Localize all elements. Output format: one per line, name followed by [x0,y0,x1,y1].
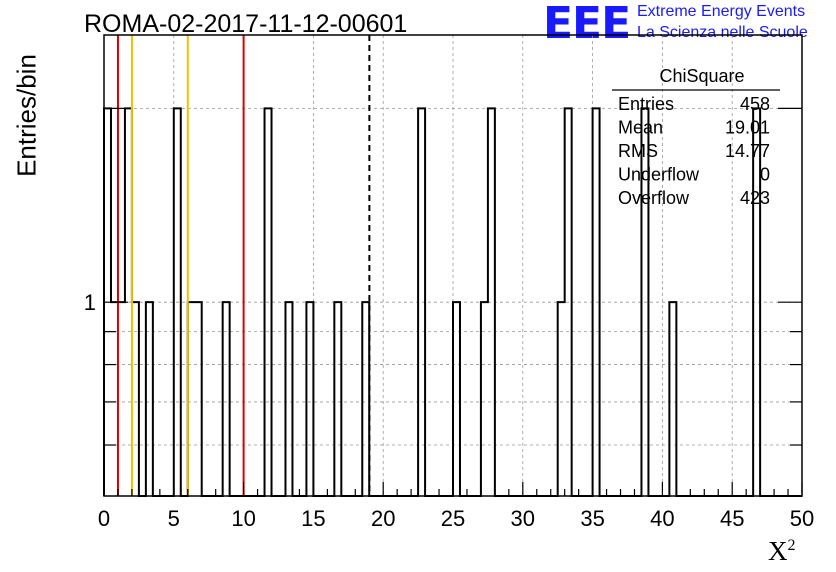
x-tick-label: 35 [580,506,604,531]
stats-label: Mean [618,118,663,138]
stats-label: Underflow [618,165,700,185]
x-tick-label: 5 [168,506,180,531]
logo-subtitle-2: La Scienza nelle Scuole [637,24,808,41]
stats-value: 19.01 [725,118,770,138]
stats-value: 423 [740,188,770,208]
stats-label: RMS [618,141,658,161]
stats-label: Entries [618,94,674,114]
x-tick-label: 0 [98,506,110,531]
x-tick-label: 15 [301,506,325,531]
x-tick-label: 45 [720,506,744,531]
eee-logo: EEE [543,0,631,49]
stats-value: 14.77 [725,141,770,161]
x-tick-label: 10 [231,506,255,531]
marker-lines [116,35,371,496]
x-axis-label: X2 [768,536,796,566]
x-tick-label: 20 [371,506,395,531]
logo-subtitle-1: Extreme Energy Events [637,3,806,20]
stats-box: ChiSquare Entries 458 Mean 19.01 RMS 14.77 Unde… [612,66,780,208]
x-tick-label: 25 [441,506,465,531]
stats-title: ChiSquare [659,66,744,86]
tick-labels: 0 5 10 15 20 25 30 35 40 45 50 1 [84,290,814,531]
x-tick-label: 50 [790,506,814,531]
axis-ticks [103,107,803,496]
chart-title: ROMA-02-2017-11-12-00601 [84,10,408,38]
stats-value: 458 [740,94,770,114]
y-tick-label: 1 [84,290,96,315]
x-tick-label: 30 [511,506,535,531]
stats-label: Overflow [618,188,690,208]
stats-value: 0 [760,165,770,185]
x-tick-label: 40 [650,506,674,531]
